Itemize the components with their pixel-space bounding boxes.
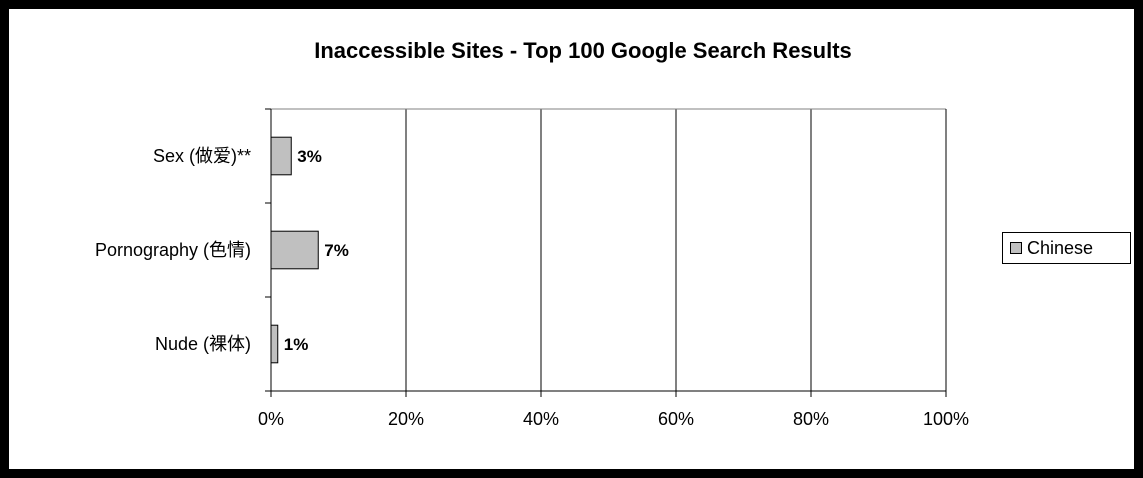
bar [270, 230, 319, 270]
x-tick-label: 40% [523, 409, 559, 429]
legend: Chinese [1002, 232, 1131, 264]
category-label: Pornography (色情) [95, 240, 251, 260]
legend-swatch [1010, 242, 1022, 254]
data-label: 3% [297, 147, 322, 166]
bar [270, 136, 292, 176]
chart-title: Inaccessible Sites - Top 100 Google Sear… [314, 38, 852, 63]
category-label: Sex (做爱)** [153, 146, 251, 166]
x-tick-label: 80% [793, 409, 829, 429]
category-label: Nude (裸体) [155, 334, 251, 354]
plot-area [271, 109, 946, 391]
x-tick-label: 20% [388, 409, 424, 429]
x-tick-label: 100% [923, 409, 969, 429]
bar [270, 324, 279, 364]
x-tick-label: 0% [258, 409, 284, 429]
data-label: 7% [324, 241, 349, 260]
x-tick-label: 60% [658, 409, 694, 429]
data-label: 1% [284, 335, 309, 354]
legend-label: Chinese [1027, 237, 1094, 258]
